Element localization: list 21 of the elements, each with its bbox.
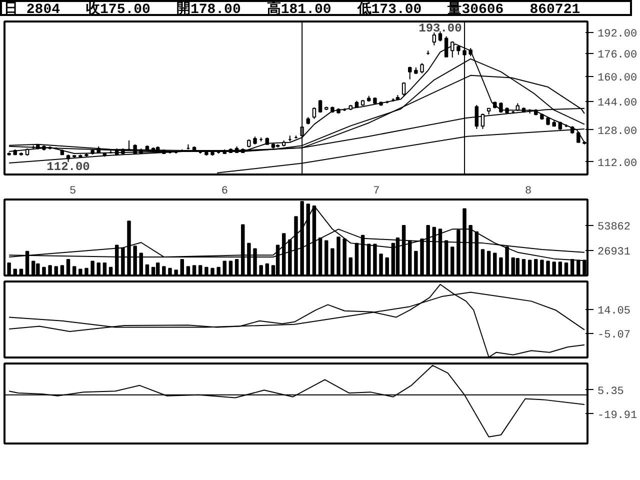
y-tick-label: 5.35: [598, 386, 624, 398]
y-tick-label: 112.00: [598, 158, 638, 170]
y-tick-label: 192.00: [598, 28, 638, 40]
x-tick-label: 5: [70, 186, 76, 198]
y-tick-label: 14.05: [598, 305, 631, 318]
y-tick-label: 53862: [598, 222, 631, 234]
y-tick-label: 128.00: [598, 126, 638, 138]
annotation: 112.00: [46, 160, 90, 174]
text: 量30606: [448, 2, 504, 18]
annotation: 193.00: [418, 21, 462, 36]
y-tick-label: -19.91: [598, 410, 638, 422]
y-tick-label: 144.00: [598, 98, 638, 110]
x-tick-label: 8: [524, 186, 532, 198]
chart-title: 日 2804: [4, 2, 60, 18]
text: 860721: [530, 2, 580, 18]
y-tick-label: 26931: [598, 246, 631, 259]
y-tick-label: -5.07: [598, 329, 631, 342]
y-tick-label: 160.00: [598, 72, 638, 84]
x-tick-label: 7: [373, 186, 380, 198]
x-tick-label: 6: [221, 186, 228, 198]
y-tick-label: 176.00: [598, 49, 638, 62]
